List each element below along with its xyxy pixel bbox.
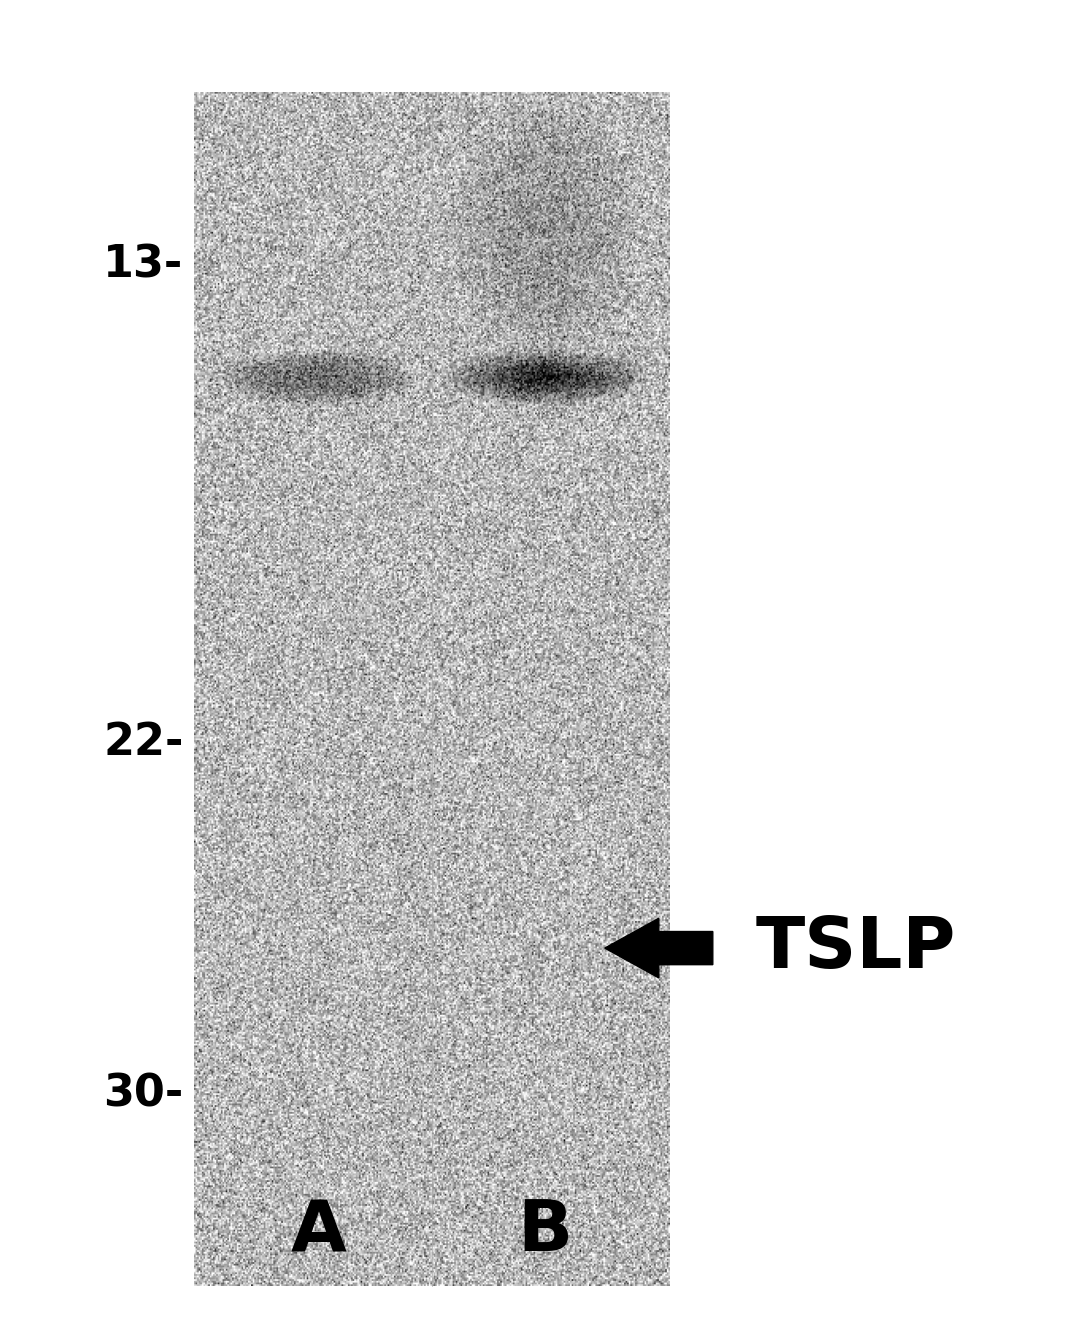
Text: A: A bbox=[291, 1197, 347, 1266]
Text: 13-: 13- bbox=[104, 244, 184, 286]
Text: 22-: 22- bbox=[104, 721, 184, 764]
Text: B: B bbox=[517, 1197, 573, 1266]
FancyArrow shape bbox=[605, 918, 713, 979]
Text: 30-: 30- bbox=[104, 1073, 184, 1115]
Text: TSLP: TSLP bbox=[756, 914, 957, 983]
